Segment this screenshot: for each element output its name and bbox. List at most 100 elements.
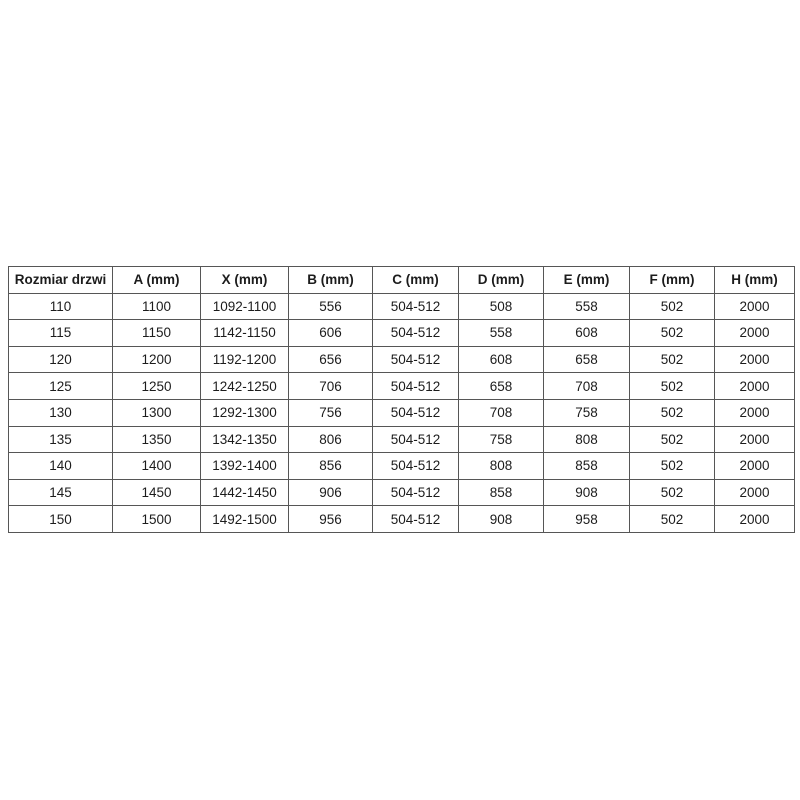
table-cell: 1292-1300 (200, 398, 289, 427)
table-cell: 758 (458, 425, 544, 454)
table-cell: 504-512 (372, 345, 459, 374)
table-row: 110 1100 1092-1100 556 504-512 508 558 502 2000 (8, 292, 795, 321)
table-row: 135 1350 1342-1350 806 504-512 758 808 502 2000 (8, 425, 795, 454)
table-cell: 1500 (112, 505, 201, 533)
table-cell: 658 (458, 372, 544, 400)
table-cell: 504-512 (372, 478, 459, 507)
table-cell: 1150 (112, 319, 201, 347)
table-cell: 2000 (714, 452, 795, 480)
table-cell: 504-512 (372, 505, 459, 533)
table-cell: 504-512 (372, 398, 459, 427)
table-cell: 504-512 (372, 319, 459, 347)
table-cell: 656 (288, 345, 373, 374)
column-header: F (mm) (629, 266, 715, 294)
table-cell: 1250 (112, 372, 201, 400)
table-cell: 110 (8, 292, 113, 321)
column-header: X (mm) (200, 266, 289, 294)
table-cell: 1400 (112, 452, 201, 480)
table-cell: 858 (543, 452, 630, 480)
table-cell: 958 (543, 505, 630, 533)
table-cell: 1192-1200 (200, 345, 289, 374)
table-cell: 145 (8, 478, 113, 507)
table-cell: 606 (288, 319, 373, 347)
table-cell: 858 (458, 478, 544, 507)
table-cell: 1442-1450 (200, 478, 289, 507)
column-header: C (mm) (372, 266, 459, 294)
table-cell: 150 (8, 505, 113, 533)
table-row: 140 1400 1392-1400 856 504-512 808 858 502 2000 (8, 452, 795, 480)
column-header: E (mm) (543, 266, 630, 294)
table-cell: 758 (543, 398, 630, 427)
table-cell: 504-512 (372, 372, 459, 400)
table-cell: 2000 (714, 505, 795, 533)
column-header: A (mm) (112, 266, 201, 294)
table-cell: 908 (458, 505, 544, 533)
table-cell: 856 (288, 452, 373, 480)
table-cell: 608 (543, 319, 630, 347)
table-body: 110 1100 1092-1100 556 504-512 508 558 502 2000 1… (8, 292, 795, 533)
table-cell: 908 (543, 478, 630, 507)
table-cell: 1242-1250 (200, 372, 289, 400)
table-cell: 708 (458, 398, 544, 427)
table-cell: 504-512 (372, 292, 459, 321)
table-cell: 130 (8, 398, 113, 427)
table-row: 145 1450 1442-1450 906 504-512 858 908 502 2000 (8, 478, 795, 507)
table-cell: 2000 (714, 319, 795, 347)
table-cell: 558 (458, 319, 544, 347)
table-cell: 508 (458, 292, 544, 321)
table-cell: 115 (8, 319, 113, 347)
door-size-spec-table: Rozmiar drzwi A (mm) X (mm) B (mm) C (mm) D (… (8, 266, 795, 533)
table-row: 120 1200 1192-1200 656 504-512 608 658 502 2000 (8, 345, 795, 374)
table-row: 130 1300 1292-1300 756 504-512 708 758 502 2000 (8, 398, 795, 427)
table-header-row: Rozmiar drzwi A (mm) X (mm) B (mm) C (mm) D (… (8, 266, 795, 294)
table-cell: 502 (629, 372, 715, 400)
table-cell: 1450 (112, 478, 201, 507)
table-cell: 1350 (112, 425, 201, 454)
table-cell: 2000 (714, 425, 795, 454)
table-cell: 2000 (714, 292, 795, 321)
table-cell: 1342-1350 (200, 425, 289, 454)
table-cell: 504-512 (372, 452, 459, 480)
column-header: Rozmiar drzwi (8, 266, 113, 294)
table-cell: 556 (288, 292, 373, 321)
table-cell: 806 (288, 425, 373, 454)
table-cell: 608 (458, 345, 544, 374)
table-cell: 2000 (714, 345, 795, 374)
table-cell: 1142-1150 (200, 319, 289, 347)
table-cell: 502 (629, 478, 715, 507)
table-cell: 1100 (112, 292, 201, 321)
table-cell: 1092-1100 (200, 292, 289, 321)
table-cell: 706 (288, 372, 373, 400)
table-row: 150 1500 1492-1500 956 504-512 908 958 502 2000 (8, 505, 795, 533)
table-cell: 120 (8, 345, 113, 374)
table-cell: 140 (8, 452, 113, 480)
door-size-spec-table-container: Rozmiar drzwi A (mm) X (mm) B (mm) C (mm) D (… (8, 266, 795, 533)
table-cell: 1300 (112, 398, 201, 427)
table-cell: 1200 (112, 345, 201, 374)
table-cell: 756 (288, 398, 373, 427)
table-cell: 906 (288, 478, 373, 507)
table-cell: 2000 (714, 372, 795, 400)
table-header-row-group: Rozmiar drzwi A (mm) X (mm) B (mm) C (mm) D (… (8, 266, 795, 294)
table-cell: 658 (543, 345, 630, 374)
column-header: D (mm) (458, 266, 544, 294)
table-cell: 2000 (714, 478, 795, 507)
table-cell: 502 (629, 398, 715, 427)
table-cell: 558 (543, 292, 630, 321)
table-cell: 956 (288, 505, 373, 533)
table-cell: 2000 (714, 398, 795, 427)
column-header: H (mm) (714, 266, 795, 294)
table-cell: 708 (543, 372, 630, 400)
table-cell: 502 (629, 319, 715, 347)
column-header: B (mm) (288, 266, 373, 294)
table-cell: 502 (629, 292, 715, 321)
table-cell: 1492-1500 (200, 505, 289, 533)
table-cell: 504-512 (372, 425, 459, 454)
table-cell: 125 (8, 372, 113, 400)
table-cell: 808 (543, 425, 630, 454)
table-cell: 502 (629, 425, 715, 454)
table-cell: 1392-1400 (200, 452, 289, 480)
table-cell: 502 (629, 345, 715, 374)
table-cell: 502 (629, 452, 715, 480)
